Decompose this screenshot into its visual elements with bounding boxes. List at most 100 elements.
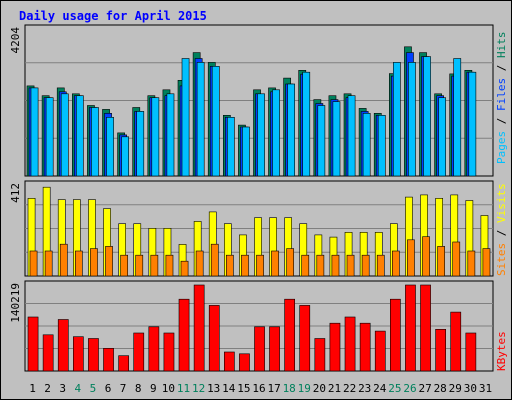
bar-kbytes-day-6 xyxy=(103,347,114,372)
bar-sites-day-6 xyxy=(105,246,113,277)
bar-kbytes-day-19 xyxy=(299,305,311,372)
legend-panel1: Pages / Files / Hits xyxy=(495,32,508,165)
panel-kbytes-ymax-label: 140219 xyxy=(9,283,22,323)
bar-kbytes-day-18 xyxy=(284,298,296,372)
bar-kbytes-day-5 xyxy=(88,338,99,372)
legend-panel2-sites: Sites xyxy=(495,243,508,276)
bar-sites-day-13 xyxy=(210,243,219,277)
bar-kbytes-day-8 xyxy=(133,332,145,372)
bar-kbytes-day-28 xyxy=(435,328,447,372)
x-tick-label: 3 xyxy=(59,382,66,395)
legend-panel3-kbytes: KBytes xyxy=(495,331,508,371)
x-tick-label: 23 xyxy=(358,382,371,395)
bar-pages-day-12 xyxy=(196,62,205,177)
bar-pages-day-27 xyxy=(423,56,431,177)
bar-kbytes-day-7 xyxy=(118,355,129,372)
x-tick-label: 15 xyxy=(237,382,250,395)
x-tick-label: 30 xyxy=(464,382,477,395)
bar-sites-day-4 xyxy=(75,250,83,277)
bar-pages-day-17 xyxy=(272,89,280,177)
x-tick-label: 27 xyxy=(418,382,431,395)
bar-sites-day-26 xyxy=(407,239,415,277)
bar-kbytes-day-20 xyxy=(314,338,326,372)
bar-pages-day-25 xyxy=(392,62,401,177)
x-tick-label: 9 xyxy=(150,382,157,395)
bar-pages-day-15 xyxy=(242,126,250,177)
bar-pages-day-9 xyxy=(151,97,160,177)
bar-sites-day-25 xyxy=(391,250,400,277)
bar-kbytes-day-4 xyxy=(73,336,84,372)
bar-kbytes-day-3 xyxy=(57,319,69,372)
bar-pages-day-26 xyxy=(408,62,416,177)
bar-pages-day-16 xyxy=(257,93,265,177)
x-tick-label: 24 xyxy=(373,382,387,395)
x-tick-label: 14 xyxy=(222,382,236,395)
bar-pages-day-24 xyxy=(377,115,386,177)
x-tick-label: 4 xyxy=(74,382,81,395)
bar-sites-day-16 xyxy=(256,254,264,277)
x-tick-label: 17 xyxy=(267,382,280,395)
bar-pages-day-22 xyxy=(347,95,356,177)
x-tick-label: 1 xyxy=(29,382,36,395)
x-tick-label: 26 xyxy=(403,382,416,395)
bar-pages-day-10 xyxy=(166,93,175,177)
bar-sites-day-1 xyxy=(29,250,38,277)
bar-kbytes-day-13 xyxy=(208,305,220,372)
bar-pages-day-11 xyxy=(181,58,190,177)
bar-pages-day-13 xyxy=(211,66,220,177)
bar-sites-day-19 xyxy=(301,254,310,277)
x-tick-label: 21 xyxy=(328,382,341,395)
bar-pages-day-5 xyxy=(91,107,99,177)
bar-sites-day-2 xyxy=(44,250,53,277)
bar-kbytes-day-27 xyxy=(420,284,431,372)
panel-visits-sites-ymax-label: 412 xyxy=(9,183,22,203)
bar-pages-day-18 xyxy=(287,83,296,177)
legend-panel2-visits: Visits xyxy=(495,183,508,223)
bar-kbytes-day-22 xyxy=(344,316,356,372)
legend-panel1-pages: Pages xyxy=(495,131,508,164)
bar-sites-day-17 xyxy=(271,250,279,277)
x-tick-label: 22 xyxy=(343,382,356,395)
bar-sites-day-15 xyxy=(241,254,249,277)
bar-pages-day-14 xyxy=(227,117,235,177)
bar-kbytes-day-2 xyxy=(42,334,54,372)
x-tick-label: 29 xyxy=(449,382,462,395)
x-tick-label: 28 xyxy=(434,382,447,395)
bar-pages-day-2 xyxy=(45,97,54,177)
x-tick-label: 11 xyxy=(177,382,190,395)
bar-sites-day-24 xyxy=(376,254,385,277)
bar-sites-day-27 xyxy=(422,236,430,277)
chart-title: Daily usage for April 2015 xyxy=(19,9,207,23)
x-tick-label: 6 xyxy=(105,382,112,395)
bar-pages-day-4 xyxy=(76,95,84,177)
x-tick-label: 20 xyxy=(313,382,326,395)
bar-sites-day-9 xyxy=(150,254,159,277)
bar-kbytes-day-15 xyxy=(239,353,250,372)
bar-sites-day-12 xyxy=(195,250,204,277)
x-tick-label: 7 xyxy=(120,382,127,395)
bar-sites-day-28 xyxy=(437,246,446,277)
legend-panel1-hits: Hits xyxy=(495,32,508,59)
x-tick-label: 13 xyxy=(207,382,220,395)
x-tick-label: 5 xyxy=(90,382,97,395)
bar-kbytes-day-26 xyxy=(405,284,416,372)
bar-kbytes-day-16 xyxy=(254,326,265,372)
bar-kbytes-day-11 xyxy=(178,298,190,372)
bar-kbytes-day-10 xyxy=(163,332,175,372)
bar-sites-day-3 xyxy=(59,243,68,277)
bar-kbytes-day-30 xyxy=(465,332,477,372)
x-tick-label: 18 xyxy=(283,382,296,395)
x-tick-label: 12 xyxy=(192,382,205,395)
bar-kbytes-day-9 xyxy=(148,326,160,372)
bar-sites-day-31 xyxy=(482,248,491,277)
bar-pages-day-29 xyxy=(453,58,462,177)
legend-panel2: Sites / Visits xyxy=(495,183,508,276)
bar-kbytes-day-24 xyxy=(374,330,386,372)
bar-kbytes-day-23 xyxy=(359,322,371,372)
legend-panel1-files: Files xyxy=(495,78,508,111)
bar-pages-day-28 xyxy=(438,97,447,177)
bar-pages-day-30 xyxy=(468,71,477,177)
x-tick-label: 8 xyxy=(135,382,142,395)
